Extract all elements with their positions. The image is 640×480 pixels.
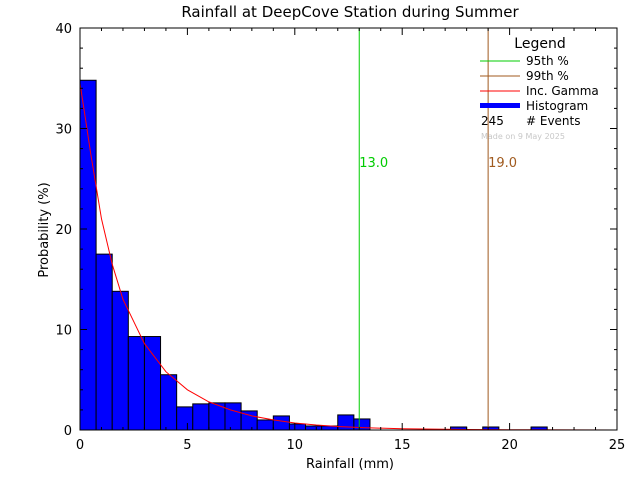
gamma-curve <box>79 83 618 431</box>
histogram-bar-7 <box>192 403 210 431</box>
x-tick-label-5: 25 <box>609 438 626 453</box>
y-tick-label-2: 20 <box>55 223 72 238</box>
x-tick-label-2: 10 <box>287 438 304 453</box>
legend: Legend 95th % 99th % Inc. Gamma Histogra… <box>480 36 599 141</box>
gamma-curve-group <box>79 83 618 431</box>
histogram-bar-12 <box>272 415 290 431</box>
y-tick-label-4: 40 <box>55 22 72 37</box>
legend-events-label: # Events <box>526 114 581 128</box>
legend-label-gamma: Inc. Gamma <box>526 84 599 98</box>
y-axis-ticks: 0 10 20 30 40 <box>55 22 617 439</box>
histogram-bar-5 <box>160 374 178 431</box>
y-tick-label-1: 10 <box>55 324 72 339</box>
percentile-label-p99: 19.0 <box>488 156 517 171</box>
y-axis-label: Probability (%) <box>37 182 52 277</box>
x-axis-ticks: 0 5 10 15 20 25 <box>76 28 625 453</box>
chart-title: Rainfall at DeepCove Station during Summ… <box>181 3 519 21</box>
x-tick-label-4: 20 <box>501 438 518 453</box>
histogram-bar-13 <box>288 423 307 431</box>
y-tick-label-0: 0 <box>64 424 72 439</box>
histogram-bar-9 <box>224 402 242 431</box>
x-tick-label-3: 15 <box>394 438 411 453</box>
legend-label-95th: 95th % <box>526 54 569 68</box>
legend-title: Legend <box>514 36 565 52</box>
histogram-bar-6 <box>176 406 194 431</box>
y-tick-label-3: 30 <box>55 123 72 138</box>
histogram-bar-11 <box>256 419 274 431</box>
histogram-bars <box>79 79 548 431</box>
histogram-bar-1 <box>95 253 113 431</box>
legend-label-histogram: Histogram <box>526 99 588 113</box>
legend-events-count: 245 <box>481 114 504 128</box>
percentile-label-p95: 13.0 <box>359 156 388 171</box>
histogram-bar-14 <box>305 425 323 431</box>
legend-label-99th: 99th % <box>526 69 569 83</box>
histogram-bar-3 <box>127 336 145 431</box>
x-axis-label: Rainfall (mm) <box>306 457 394 472</box>
made-on-note: Made on 9 May 2025 <box>481 132 565 141</box>
histogram-bar-4 <box>143 336 162 431</box>
x-tick-label-0: 0 <box>76 438 84 453</box>
histogram-bar-2 <box>111 290 129 431</box>
histogram-bar-17 <box>353 418 371 431</box>
legend-swatch-histogram <box>480 103 520 108</box>
x-tick-label-1: 5 <box>183 438 191 453</box>
percentile-lines: 13.0 19.0 <box>358 28 517 430</box>
histogram-bar-16 <box>337 414 355 431</box>
